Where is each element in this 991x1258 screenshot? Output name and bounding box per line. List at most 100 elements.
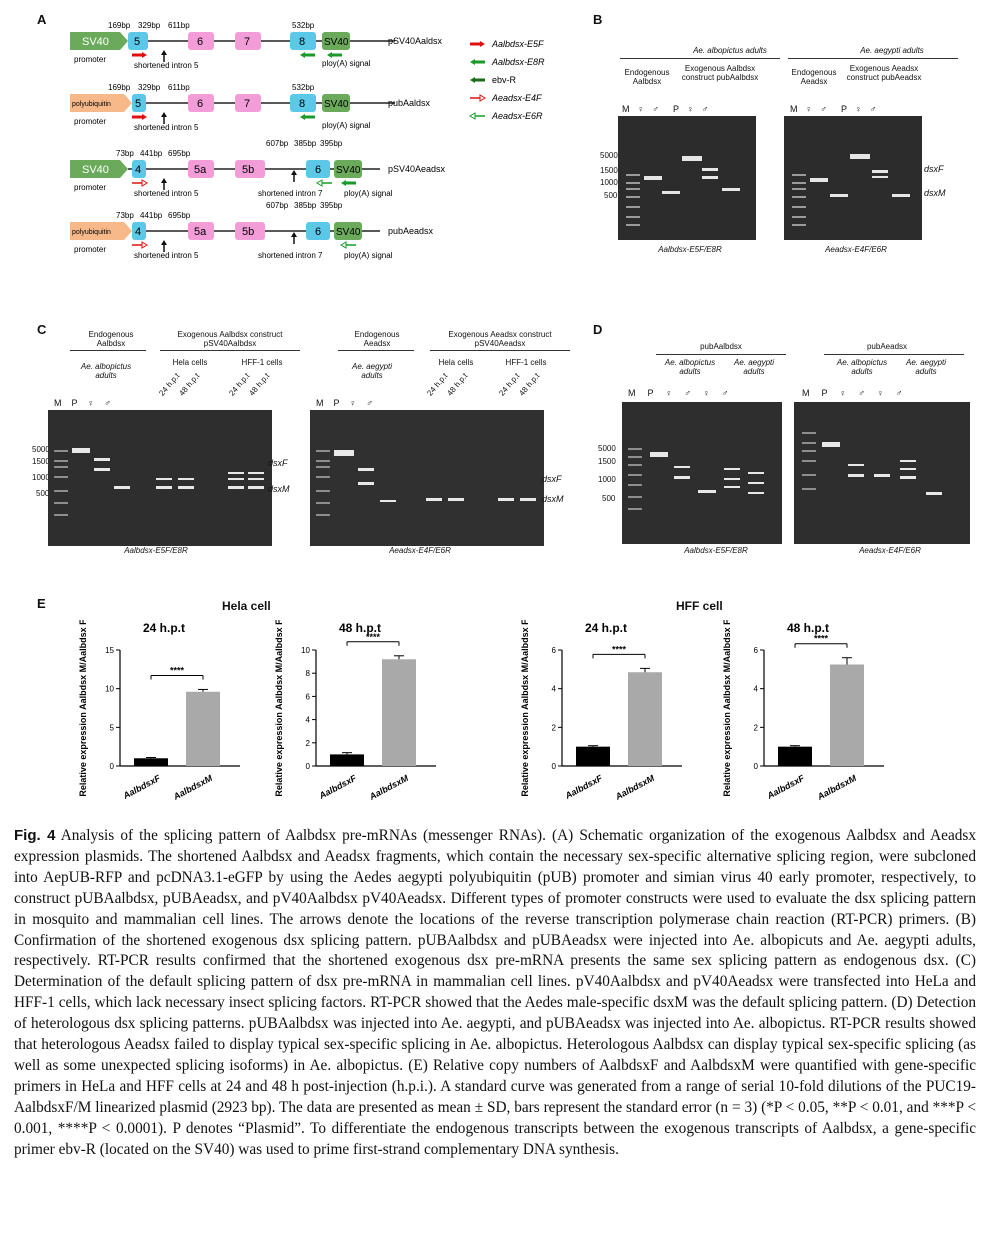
panel-label-e: E	[37, 596, 46, 611]
ladder-label: 500	[36, 489, 50, 498]
time-label: 48 h.p.t	[247, 371, 272, 398]
y-tick-label: 6	[552, 646, 557, 655]
x-tick-label: AalbdsxM	[613, 773, 657, 802]
time-label: 24 h.p.t	[227, 371, 252, 398]
svg-text:611bp: 611bp	[168, 21, 190, 30]
svg-text:7: 7	[244, 98, 250, 110]
y-tick-label: 6	[754, 646, 759, 655]
y-tick-label: 8	[306, 669, 311, 678]
x-tick-label: AalbdsxF	[121, 773, 163, 802]
cell-label: HFF-1 cells	[505, 358, 547, 367]
y-tick-label: 0	[552, 762, 557, 771]
y-tick-label: 15	[105, 646, 114, 655]
svg-text:695bp: 695bp	[168, 211, 191, 220]
time-label: 24 h.p.t	[425, 371, 450, 398]
time-label: 48 h.p.t	[517, 371, 542, 398]
figure-caption: Fig. 4 Analysis of the splicing pattern …	[14, 826, 976, 1161]
svg-text:329bp: 329bp	[138, 21, 161, 30]
svg-text:ploy(A) signal: ploy(A) signal	[344, 251, 393, 260]
svg-text:169bp: 169bp	[108, 83, 131, 92]
svg-text:395bp: 395bp	[320, 139, 343, 148]
dsxm-label: dsxM	[924, 188, 946, 198]
y-axis-label: Relative expression Aalbdsx M/Aalbdsx F	[722, 620, 732, 797]
svg-text:promoter: promoter	[74, 183, 106, 192]
svg-text:promoter: promoter	[74, 117, 106, 126]
divider	[338, 350, 414, 351]
primer-label: Aalbdsx-E5F/E8R	[658, 245, 722, 254]
ladder-label: 1500	[32, 457, 50, 466]
svg-text:promoter: promoter	[74, 245, 106, 254]
promoter-name: SV40	[82, 164, 109, 176]
x-tick-label: AalbdsxM	[367, 773, 411, 802]
svg-text:pubAeadsx: pubAeadsx	[388, 226, 434, 236]
x-tick-label: AalbdsxF	[765, 773, 807, 802]
y-tick-label: 10	[105, 685, 114, 694]
ladder-label: 5000	[32, 445, 50, 454]
y-tick-label: 2	[552, 723, 557, 732]
x-tick-label: AalbdsxM	[815, 773, 859, 802]
y-tick-label: 0	[306, 762, 311, 771]
panel-label-a: A	[37, 12, 47, 27]
figure-label: Fig. 4	[14, 827, 56, 844]
y-tick-label: 4	[754, 685, 759, 694]
svg-text:ploy(A) signal: ploy(A) signal	[322, 121, 371, 130]
svg-text:441bp: 441bp	[140, 149, 163, 158]
chart-title: 48 h.p.t	[787, 621, 829, 635]
cell-label: HFF-1 cells	[241, 358, 283, 367]
svg-text:shortened intron 5: shortened intron 5	[134, 123, 199, 132]
lane-labels: M ♀ ♂ P ♀ ♂	[790, 104, 877, 114]
svg-text:5a: 5a	[194, 226, 207, 238]
lane-labels: M P ♀ ♂ ♀ ♂	[802, 388, 903, 398]
svg-text:6: 6	[315, 164, 321, 176]
bar-chart-4: 48 h.p.t Relative expression Aalbdsx M/Aa…	[716, 619, 896, 815]
svg-text:73bp: 73bp	[116, 211, 134, 220]
ladder-label: 5000	[598, 444, 616, 453]
dsxf-label: dsxF	[542, 474, 562, 484]
svg-text:73bp: 73bp	[116, 149, 134, 158]
bar	[778, 746, 812, 766]
svg-text:6: 6	[315, 226, 321, 238]
cell-label: Hela cells	[172, 358, 208, 367]
svg-text:5b: 5b	[242, 164, 254, 176]
ladder-label: 1500	[598, 457, 616, 466]
svg-text:ploy(A) signal: ploy(A) signal	[322, 59, 371, 68]
time-label: 24 h.p.t	[157, 371, 182, 398]
promoter-name: polyubiquitin	[72, 229, 111, 236]
svg-text:611bp: 611bp	[168, 83, 190, 92]
bar	[134, 758, 168, 766]
species-label: Ae. aegypti adults	[733, 358, 775, 376]
svg-text:6: 6	[197, 36, 203, 48]
svg-text:shortened intron 7: shortened intron 7	[258, 189, 323, 198]
ladder-label: 5000	[600, 151, 618, 160]
construct-psv40aaldsx: SV40 5 6 7 8 SV40 169bp 329bp 611bp 532b…	[70, 21, 443, 70]
divider	[430, 350, 570, 351]
primer-label: Aalbdsx-E5F/E8R	[124, 546, 188, 555]
svg-text:pSV40Aeadsx: pSV40Aeadsx	[388, 164, 446, 174]
svg-text:Aeadsx-E6R: Aeadsx-E6R	[491, 111, 543, 121]
svg-text:Aeadsx-E4F: Aeadsx-E4F	[491, 93, 542, 103]
divider	[160, 350, 300, 351]
svg-text:395bp: 395bp	[320, 201, 343, 210]
sig-stars: ****	[814, 634, 829, 644]
y-axis-label: Relative expression Aalbdsx M/Aalbdsx F	[274, 620, 284, 797]
svg-text:SV40: SV40	[324, 99, 349, 110]
lane-labels: M P ♀ ♂ ♀ ♂	[628, 388, 729, 398]
y-tick-label: 0	[754, 762, 759, 771]
svg-text:shortened intron 5: shortened intron 5	[134, 251, 199, 260]
svg-text:shortened intron 7: shortened intron 7	[258, 251, 323, 260]
primer-label: Aeadsx-E4F/E6R	[825, 245, 887, 254]
time-label: 48 h.p.t	[177, 371, 202, 398]
svg-text:pubAaldsx: pubAaldsx	[388, 98, 431, 108]
endo-label: Endogenous Aalbdsx	[88, 330, 134, 348]
species-label: Ae. albopictus adults	[80, 362, 132, 380]
svg-text:5a: 5a	[194, 164, 207, 176]
bar-chart-2: 48 h.p.t Relative expression Aalbdsx M/Aa…	[268, 619, 448, 815]
svg-text:8: 8	[299, 36, 305, 48]
ladder-label: 1000	[598, 475, 616, 484]
svg-text:SV40: SV40	[336, 165, 361, 176]
chart-title: 24 h.p.t	[585, 621, 627, 635]
y-axis-label: Relative expression Aalbdsx M/Aalbdsx F	[520, 620, 530, 797]
endo-label: Endogenous Aalbdsx	[624, 68, 670, 86]
divider	[620, 58, 780, 59]
svg-text:shortened intron 5: shortened intron 5	[134, 189, 199, 198]
